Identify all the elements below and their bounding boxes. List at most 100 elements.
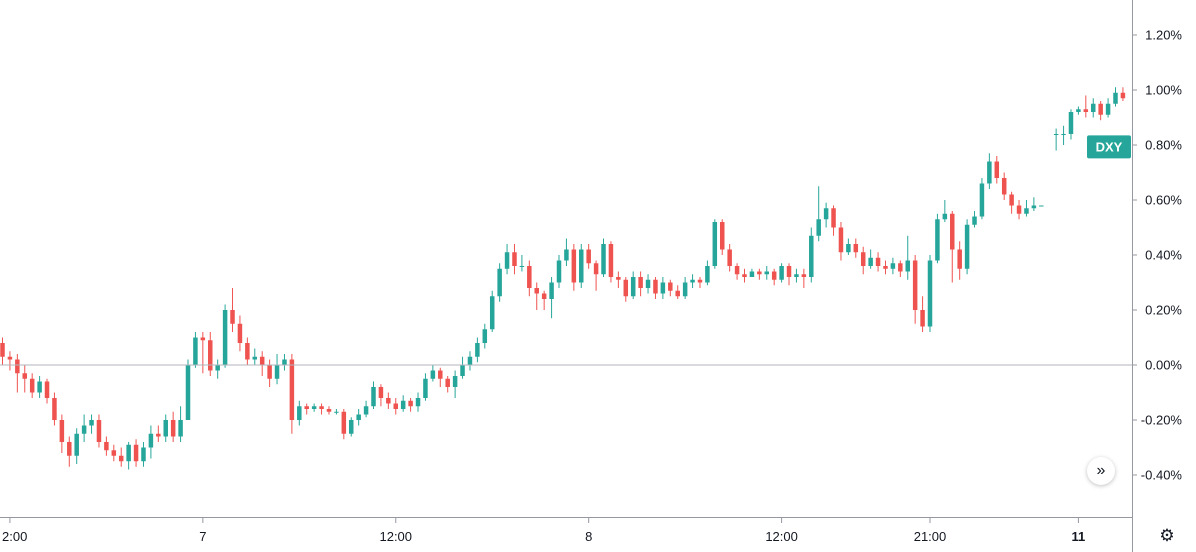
candle-body: [593, 263, 599, 275]
candle-body: [245, 343, 250, 360]
candle-body: [371, 387, 376, 407]
candle-body: [215, 365, 220, 371]
candle-body: [979, 183, 985, 217]
candle-body: [81, 425, 87, 434]
candle-body: [230, 310, 235, 324]
candle-body: [52, 398, 57, 420]
gear-icon: ⚙: [1159, 526, 1175, 545]
candle-body: [771, 271, 777, 280]
candle-body: [170, 420, 176, 437]
candle-body: [608, 244, 614, 277]
candle-body: [148, 433, 154, 448]
candle-body: [801, 274, 807, 277]
candle-body: [178, 420, 183, 437]
candle-body: [601, 244, 606, 275]
x-tick-label: 7: [199, 529, 206, 544]
candle-body: [400, 400, 406, 409]
candle-body: [475, 343, 480, 357]
candle-body: [927, 260, 933, 327]
y-tick-label: 0.40%: [1145, 248, 1182, 263]
candle-body: [341, 411, 347, 434]
candle-body: [200, 337, 206, 341]
candle-body: [579, 249, 584, 283]
candle-body: [208, 340, 213, 371]
candle-body: [445, 378, 450, 387]
candle-body: [549, 282, 554, 299]
symbol-badge-background: [1087, 135, 1131, 159]
candle-body: [1120, 92, 1126, 99]
candle-body: [571, 249, 577, 283]
candle-body: [222, 310, 228, 365]
candle-body: [853, 244, 859, 253]
x-tick-label: 2:00: [2, 529, 27, 544]
candle-body: [779, 266, 784, 280]
candle-body: [712, 222, 718, 266]
candle-body: [1009, 194, 1014, 206]
symbol-badge: DXY: [1087, 135, 1131, 159]
candle-body: [638, 277, 643, 288]
candle-body: [1105, 103, 1111, 115]
candle-body: [705, 266, 710, 283]
candle-body: [630, 277, 636, 297]
candle-body: [846, 244, 851, 253]
candle-body: [653, 279, 658, 294]
candle-body: [37, 381, 42, 393]
candle-body: [564, 249, 569, 261]
candle-body: [890, 263, 896, 269]
candles-layer: [0, 87, 1126, 470]
double-chevron-right-icon: »: [1096, 462, 1106, 479]
candle-body: [22, 373, 28, 379]
candle-body: [482, 329, 488, 343]
candle-body: [460, 365, 465, 376]
x-tick-label: 12:00: [765, 529, 798, 544]
candle-body: [15, 359, 20, 374]
candle-body: [623, 279, 629, 297]
x-tick-label: 21:00: [914, 529, 947, 544]
price-axis[interactable]: 1.20% 1.00% 0.80% 0.60% 0.40% 0.20% 0.00% -0.20…: [1132, 28, 1182, 483]
candle-body: [690, 279, 695, 283]
candle-body: [163, 420, 168, 437]
candle-body: [749, 271, 755, 277]
y-tick-label: 1.00%: [1145, 83, 1182, 98]
candle-body: [757, 271, 762, 275]
candle-body: [734, 266, 740, 275]
chart-settings-button[interactable]: ⚙: [1156, 525, 1178, 547]
candle-body: [838, 227, 844, 253]
candle-body: [905, 260, 910, 272]
candle-body: [957, 249, 962, 269]
candle-body: [1076, 109, 1081, 112]
candle-body: [534, 288, 539, 294]
candle-body: [1083, 109, 1089, 112]
candle-body: [675, 290, 680, 297]
candle-body: [816, 219, 821, 236]
candle-body: [59, 420, 65, 442]
candle-body: [7, 356, 13, 360]
candle-body: [823, 208, 829, 220]
candle-body: [356, 414, 361, 420]
candle-body: [1039, 205, 1044, 207]
candle-body: [898, 263, 903, 272]
candle-body: [1061, 134, 1066, 135]
candle-body: [267, 365, 272, 379]
candle-body: [319, 406, 324, 409]
candle-body: [89, 420, 94, 426]
scroll-to-realtime-button[interactable]: »: [1087, 457, 1115, 485]
candle-body: [237, 323, 243, 343]
candle-body: [972, 216, 977, 225]
candle-body: [282, 359, 287, 365]
candle-body: [719, 222, 725, 250]
candle-body: [682, 282, 688, 297]
y-tick-label: 0.80%: [1145, 138, 1182, 153]
y-tick-label: 0.00%: [1145, 358, 1182, 373]
candle-body: [519, 266, 525, 267]
candle-body: [304, 406, 309, 409]
candle-body: [831, 208, 836, 228]
candle-body: [912, 260, 918, 310]
candle-body: [868, 257, 873, 266]
candle-body: [297, 406, 302, 420]
candle-body: [616, 277, 621, 280]
candle-body: [964, 224, 970, 269]
candle-body: [363, 406, 369, 415]
